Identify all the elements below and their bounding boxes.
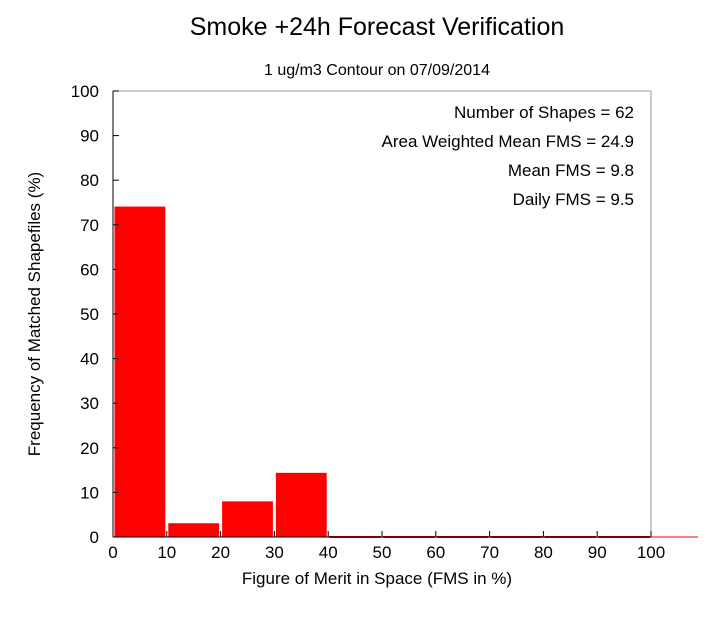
x-tick-label-7: 70 <box>480 543 499 562</box>
y-tick-label-5: 50 <box>80 305 99 324</box>
x-tick-label-3: 30 <box>265 543 284 562</box>
plot-frame <box>112 90 652 538</box>
x-tick-label-5: 50 <box>373 543 392 562</box>
y-tick-label-0: 0 <box>90 528 99 547</box>
stat-annotation-0: Number of Shapes = 62 <box>454 103 634 122</box>
y-tick-label-6: 60 <box>80 260 99 279</box>
y-axis-label: Frequency of Matched Shapefiles (%) <box>25 172 44 456</box>
y-tick-label-2: 20 <box>80 439 99 458</box>
stat-annotation-1: Area Weighted Mean FMS = 24.9 <box>382 132 634 151</box>
x-tick-label-0: 0 <box>108 543 117 562</box>
x-tick-label-1: 10 <box>157 543 176 562</box>
y-tick-label-4: 40 <box>80 350 99 369</box>
x-tick-label-9: 90 <box>588 543 607 562</box>
x-tick-label-2: 20 <box>211 543 230 562</box>
x-tick-label-4: 40 <box>319 543 338 562</box>
bars-group <box>113 205 698 538</box>
y-tick-label-10: 100 <box>71 82 99 101</box>
x-tick-label-10: 100 <box>637 543 665 562</box>
stat-annotation-3: Daily FMS = 9.5 <box>513 190 634 209</box>
y-tick-label-1: 10 <box>80 483 99 502</box>
stats-annotations: Number of Shapes = 62 Area Weighted Mean … <box>382 103 634 209</box>
y-tick-label-8: 80 <box>80 171 99 190</box>
y-tick-labels: 0 10 20 30 40 50 60 70 80 90 100 <box>71 82 99 547</box>
x-tick-labels: 0 10 20 30 40 50 60 70 80 90 100 <box>108 543 665 562</box>
x-axis-label: Figure of Merit in Space (FMS in %) <box>242 569 512 588</box>
y-tick-label-9: 90 <box>80 127 99 146</box>
bar-3 <box>274 471 328 538</box>
bar-0 <box>113 205 167 538</box>
y-tick-label-3: 30 <box>80 394 99 413</box>
bar-1 <box>167 522 221 538</box>
stat-annotation-2: Mean FMS = 9.8 <box>508 161 634 180</box>
x-tick-label-6: 60 <box>426 543 445 562</box>
y-tick-label-7: 70 <box>80 216 99 235</box>
chart-subtitle: 1 ug/m3 Contour on 07/09/2014 <box>264 62 490 79</box>
axes-group <box>112 90 652 538</box>
bar-2 <box>221 500 274 538</box>
chart-title: Smoke +24h Forecast Verification <box>190 13 565 41</box>
x-tick-label-8: 80 <box>534 543 553 562</box>
